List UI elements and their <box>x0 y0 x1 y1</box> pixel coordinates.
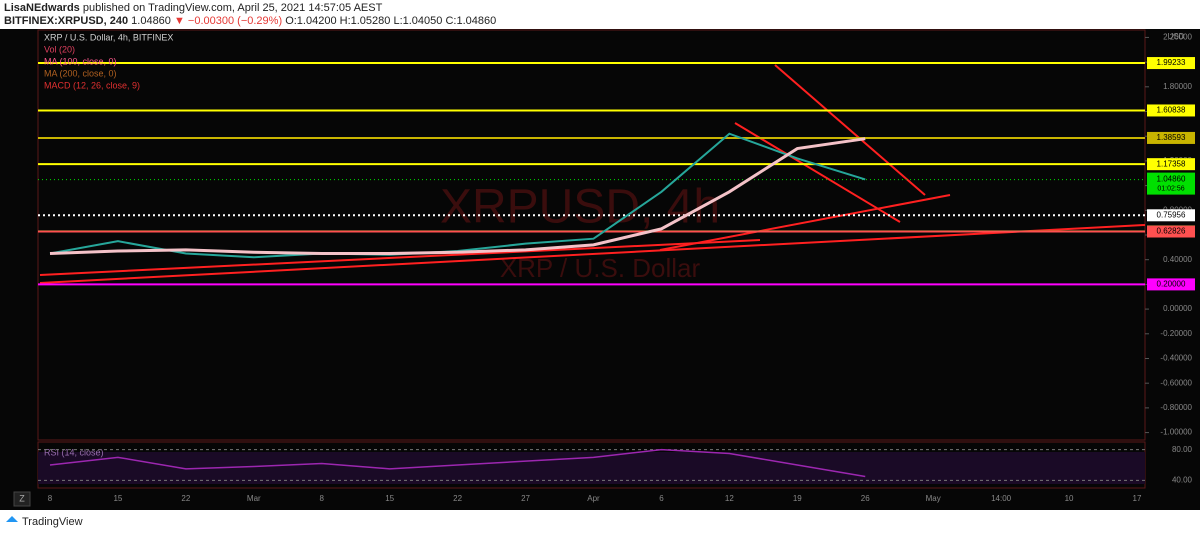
level-tag <box>1147 158 1195 171</box>
legend-entry: XRP / U.S. Dollar, 4h, BITFINEX <box>44 32 173 42</box>
x-tick-label: 26 <box>861 494 870 503</box>
x-tick-label: Apr <box>587 494 600 503</box>
x-tick-label: 15 <box>113 494 122 503</box>
x-tick-label: 19 <box>793 494 802 503</box>
ohlc: L:1.04050 <box>393 15 443 27</box>
pane-border <box>37 29 1146 441</box>
y-tick-label: 1.20000 <box>1163 156 1192 165</box>
legend-entry: Vol (20) <box>44 44 75 54</box>
y-tick-label: 0.60000 <box>1163 230 1192 239</box>
x-tick-label: May <box>926 494 941 503</box>
y-tick-label: -1.00000 <box>1160 428 1192 437</box>
x-tick-label: 22 <box>181 494 190 503</box>
x-tick-label: 12 <box>725 494 734 503</box>
price: 1.04860 <box>131 15 171 27</box>
x-tick-label: 22 <box>453 494 462 503</box>
level-tag <box>1147 104 1195 117</box>
level-label: 0.20000 <box>1157 280 1186 289</box>
current-tag <box>1147 172 1195 195</box>
brand: TradingView <box>22 516 83 528</box>
level-tag <box>1147 278 1195 291</box>
level-label: 0.75956 <box>1157 210 1186 219</box>
y-tick-label: 2.20000 <box>1163 33 1192 42</box>
price-line <box>49 132 866 259</box>
current-label: 1.04860 <box>1157 175 1186 184</box>
level-label: 1.17358 <box>1157 159 1186 168</box>
x-tick-label: Mar <box>247 494 261 503</box>
header-line: BITFINEX:XRPUSD, 240 1.04860 ▼ −0.00300 … <box>4 15 496 27</box>
level-label: 0.62826 <box>1157 227 1186 236</box>
x-tick-label: 17 <box>1133 494 1142 503</box>
price-line <box>49 137 866 256</box>
y-tick-label: -0.40000 <box>1160 354 1192 363</box>
header-line: LisaNEdwards published on TradingView.co… <box>4 2 382 14</box>
ohlc: C:1.04860 <box>445 15 497 27</box>
legend-entry: MA (200, close, 0) <box>44 68 117 78</box>
x-tick-label: 8 <box>48 494 53 503</box>
change: ▼ −0.00300 (−0.29%) <box>173 15 283 27</box>
level-tag <box>1147 57 1195 70</box>
rsi-line <box>49 448 866 478</box>
watermark: XRP / U.S. Dollar <box>500 253 701 283</box>
publisher: LisaNEdwards <box>4 2 80 14</box>
chart-bg <box>0 29 1200 510</box>
rsi-tick-label: 40.00 <box>1172 475 1193 484</box>
x-tick-label: 14:00 <box>991 494 1012 503</box>
level-label: 1.60838 <box>1157 106 1186 115</box>
symbol: BITFINEX:XRPUSD, 240 <box>4 15 129 27</box>
rsi-band <box>38 452 1145 484</box>
zoom-label[interactable]: Z <box>19 493 25 503</box>
rsi-tick-label: 80.00 <box>1172 445 1193 454</box>
level-label: 0.62928 <box>1157 226 1186 235</box>
x-tick-label: 6 <box>659 494 664 503</box>
level-label: 1.38593 <box>1157 133 1186 142</box>
y-tick-label: 1.00000 <box>1163 181 1192 190</box>
y-tick-label: 1.80000 <box>1163 82 1192 91</box>
y-tick-label: 0.20000 <box>1163 280 1192 289</box>
current-timer: 01:02:56 <box>1157 185 1184 192</box>
y-tick-label: 2.00000 <box>1163 57 1192 66</box>
legend-entry: MACD (12, 26, close, 9) <box>44 80 140 90</box>
ohlc: H:1.05280 <box>339 15 391 27</box>
brand-logo <box>6 516 18 522</box>
y-tick-label: -0.60000 <box>1160 378 1192 387</box>
footer <box>0 510 1200 533</box>
axis-unit: USD <box>1168 32 1185 41</box>
zoom-button[interactable] <box>13 491 31 507</box>
level-tag <box>1147 225 1195 238</box>
level-tag <box>1147 225 1195 238</box>
level-tag <box>1147 131 1195 144</box>
y-tick-label: -0.80000 <box>1160 403 1192 412</box>
y-tick-label: 0.40000 <box>1163 255 1192 264</box>
ohlc: O:1.04200 <box>285 15 337 27</box>
y-tick-label: 1.40000 <box>1163 131 1192 140</box>
x-tick-label: 15 <box>385 494 394 503</box>
level-tag <box>1147 209 1195 222</box>
rsi-label: RSI (14, close) <box>44 447 104 457</box>
level-label: 1.99233 <box>1157 58 1186 67</box>
trend-lines <box>39 64 1146 284</box>
x-tick-label: 10 <box>1065 494 1074 503</box>
x-tick-label: 8 <box>320 494 325 503</box>
y-tick-label: 0.00000 <box>1163 304 1192 313</box>
watermark: XRPUSD, 4h <box>440 181 720 234</box>
legend-entry: MA (100, close, 0) <box>44 56 117 66</box>
pane-border <box>37 441 1146 489</box>
published: published on TradingView.com, April 25, … <box>82 2 383 14</box>
y-tick-label: 0.80000 <box>1163 205 1192 214</box>
y-tick-label: 1.60000 <box>1163 107 1192 116</box>
y-tick-label: -0.20000 <box>1160 329 1192 338</box>
x-tick-label: 27 <box>521 494 530 503</box>
